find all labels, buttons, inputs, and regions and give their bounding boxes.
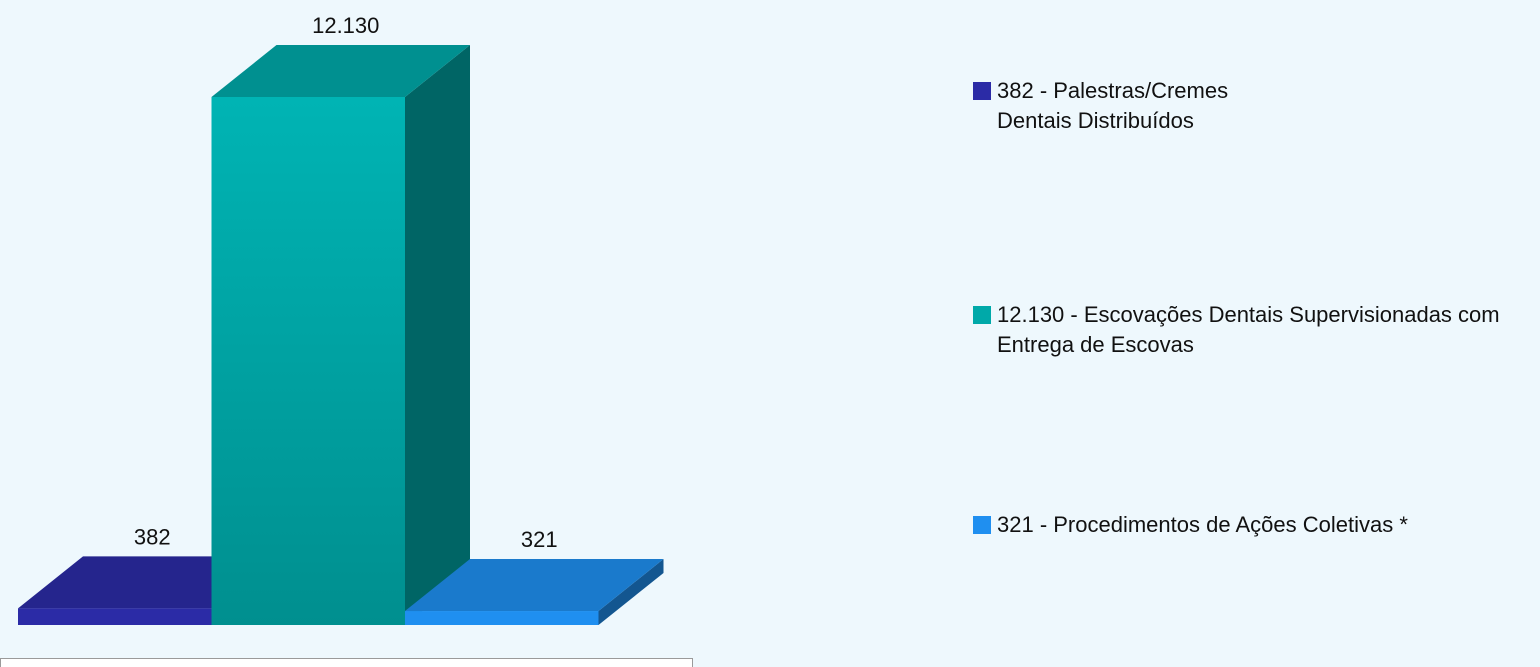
legend-swatch bbox=[973, 306, 991, 324]
legend-swatch bbox=[973, 516, 991, 534]
bar-top bbox=[211, 45, 470, 97]
legend-swatch bbox=[973, 82, 991, 100]
chart-frame bbox=[0, 658, 693, 667]
legend-label: 12.130 - Escovações Dentais Supervisiona… bbox=[997, 302, 1500, 357]
data-label: 321 bbox=[521, 527, 558, 552]
data-label: 12.130 bbox=[312, 13, 379, 38]
bar bbox=[18, 608, 212, 625]
bar bbox=[405, 611, 599, 625]
legend-item: 12.130 - Escovações Dentais Supervisiona… bbox=[973, 300, 1533, 360]
bar-side bbox=[598, 559, 664, 625]
bar bbox=[211, 97, 405, 625]
legend-item: 382 - Palestras/Cremes Dentais Distribuí… bbox=[973, 76, 1533, 136]
legend-label: 382 - Palestras/Cremes Dentais Distribuí… bbox=[997, 78, 1229, 133]
bar-side bbox=[405, 45, 470, 625]
legend-label: 321 - Procedimentos de Ações Coletivas * bbox=[997, 512, 1408, 537]
data-label: 382 bbox=[134, 524, 171, 549]
legend-item: 321 - Procedimentos de Ações Coletivas * bbox=[973, 510, 1533, 540]
bar-top bbox=[405, 559, 664, 612]
